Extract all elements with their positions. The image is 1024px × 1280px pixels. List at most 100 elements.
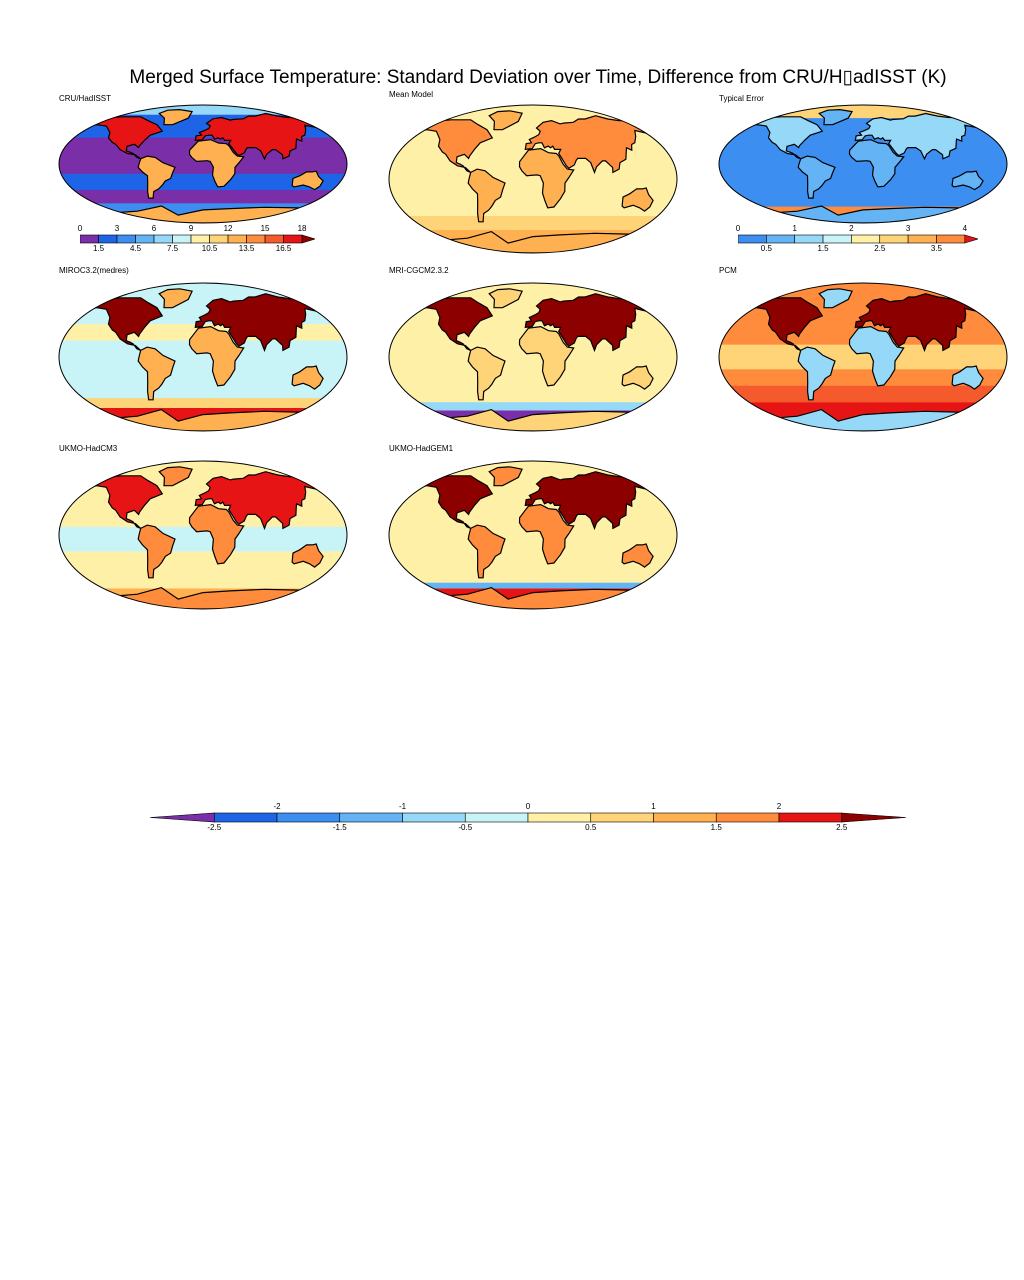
continent-eurasia <box>194 471 329 531</box>
colorbar-swatch <box>822 234 852 244</box>
colorbar-swatch <box>339 812 403 823</box>
continent-north-america <box>86 475 164 529</box>
panel-hadgem1: UKMO-HadGEM1 <box>388 444 678 614</box>
colorbar-tick-label: 0 <box>735 224 741 233</box>
colorbar-tick-label: 3.5 <box>930 244 942 253</box>
colorbar-tick-label: 4 <box>962 224 968 233</box>
latitude-band <box>389 402 677 411</box>
colorbar-swatch <box>794 234 824 244</box>
continent-greenland <box>488 288 523 309</box>
colorbar-triangle-low <box>149 812 215 823</box>
colorbar-tick-label: 2 <box>849 224 854 233</box>
colorbar-tick-label: 1.5 <box>817 244 829 253</box>
latitude-band <box>59 398 347 408</box>
continent-eurasia <box>194 293 329 353</box>
colorbar-triangle-high <box>301 234 317 244</box>
continent-eurasia <box>524 471 659 531</box>
latitude-band <box>389 582 677 589</box>
colorbar-cru-hadisst: 0 3 6 9 12 15 18 1.5 4.5 7.5 10.5 13.5 16.5 <box>78 220 317 256</box>
panel-mean-model: Mean Model <box>388 90 678 260</box>
colorbar-swatch <box>227 234 247 244</box>
continent-greenland <box>158 288 193 309</box>
colorbar-swatch <box>851 234 881 244</box>
colorbar-swatch <box>246 234 266 244</box>
colorbar-tick-label: 4.5 <box>129 244 142 253</box>
continent-north-america <box>746 297 824 351</box>
map-mean-model <box>388 104 678 254</box>
continent-north-america <box>86 297 164 351</box>
panel-label: CRU/HadISST <box>59 94 112 103</box>
map-miroc <box>58 282 348 432</box>
colorbar-tick-label: -1 <box>398 802 407 811</box>
colorbar-tick-label: 13.5 <box>238 244 255 253</box>
colorbar-tick-label: 0.5 <box>760 244 772 253</box>
colorbar-swatch <box>79 234 99 244</box>
colorbar-tick-label: -0.5 <box>458 823 473 832</box>
map-fill <box>59 461 347 609</box>
colorbar-tick-label: 1.5 <box>92 244 105 253</box>
continent-australia <box>291 170 324 191</box>
colorbar-tick-label: -2 <box>273 802 281 811</box>
latitude-band <box>59 190 347 204</box>
continent-south-america <box>797 155 836 199</box>
latitude-band <box>719 105 1007 119</box>
colorbar-tick-label: 2.5 <box>874 244 886 253</box>
latitude-band <box>719 385 1007 403</box>
colorbar-svg <box>79 234 317 244</box>
colorbar-swatch <box>153 234 173 244</box>
continent-south-america <box>797 346 836 401</box>
colorbar-triangle-high <box>841 812 907 823</box>
colorbar-tick-label: 10.5 <box>201 244 218 253</box>
continent-eurasia <box>524 293 659 353</box>
colorbar-swatch <box>464 812 529 823</box>
continent-africa <box>518 325 575 387</box>
panel-label: Typical Error <box>719 94 764 103</box>
colorbar-swatch <box>907 234 937 244</box>
continent-eurasia <box>854 112 990 161</box>
latitude-band <box>59 173 347 191</box>
colorbar-tick-label: 3 <box>114 224 120 233</box>
continent-north-america <box>416 119 494 173</box>
colorbar-difference: -2 -1 0 1 2 -2.5 -1.5 -0.5 0.5 1.5 2.5 <box>149 795 907 837</box>
colorbar-tick-label: 2.5 <box>836 823 848 832</box>
colorbar-swatch <box>172 234 192 244</box>
continent-australia <box>621 187 654 212</box>
colorbar-swatch <box>402 812 466 823</box>
figure-title: Merged Surface Temperature: Standard Dev… <box>129 67 947 88</box>
continent-africa <box>848 139 905 188</box>
map-mri <box>388 282 678 432</box>
panel-label: Mean Model <box>389 90 434 99</box>
colorbar-tick-label: -2.5 <box>207 823 222 832</box>
colorbar-svg <box>737 234 980 244</box>
continent-eurasia <box>524 115 659 175</box>
continent-africa <box>848 325 905 387</box>
continent-australia <box>951 365 984 390</box>
colorbar-swatch <box>283 234 303 244</box>
map-border <box>58 282 348 432</box>
colorbar-swatch <box>98 234 118 244</box>
colorbar-tick-label: 0 <box>525 802 531 811</box>
continent-greenland <box>818 108 854 126</box>
continent-south-america <box>137 524 176 579</box>
continent-australia <box>621 543 654 568</box>
continent-north-america <box>746 116 824 160</box>
continent-australia <box>291 365 324 390</box>
colorbar-swatch <box>766 234 796 244</box>
colorbar-tick-label: 1 <box>651 802 656 811</box>
colorbar-swatch <box>936 234 966 244</box>
panel-label: UKMO-HadGEM1 <box>389 444 454 453</box>
colorbar-tick-label: 7.5 <box>166 244 179 253</box>
colorbar-triangle-high <box>964 234 980 244</box>
map-cru-hadisst <box>58 104 348 224</box>
map-pcm <box>718 282 1008 432</box>
colorbar-tick-label: 0.5 <box>585 823 597 832</box>
continent-south-america <box>137 346 176 401</box>
panel-label: MIROC3.2(medres) <box>59 266 129 275</box>
colorbar-swatch <box>715 812 780 823</box>
map-fill <box>389 105 677 253</box>
panel-label: MRI-CGCM2.3.2 <box>389 266 449 275</box>
continent-africa <box>188 503 245 565</box>
continent-north-america <box>86 116 164 160</box>
map-fill <box>389 461 677 609</box>
continent-greenland <box>488 466 523 487</box>
